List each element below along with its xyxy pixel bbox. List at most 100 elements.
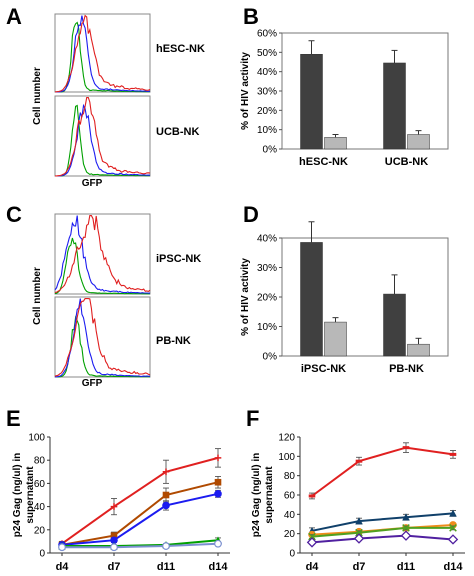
y-axis-label: Cell number (32, 267, 43, 325)
data-point (449, 509, 457, 517)
y-tick-label: 0 (39, 549, 45, 560)
category-label: iPSC-NK (301, 363, 346, 375)
series-line (61, 481, 219, 546)
y-tick-label: 10% (257, 125, 277, 136)
panel-letter-f: F (246, 406, 259, 431)
histogram-curve (55, 103, 151, 177)
bar (300, 54, 323, 150)
histogram-curve (54, 215, 151, 294)
bar-chart-d: 0% 10% 20% 30% 40% iPSC-NK PB-NK (257, 221, 449, 375)
data-point (58, 543, 66, 552)
sample-label: hESC-NK (156, 43, 205, 55)
data-point (110, 532, 118, 539)
data-point (214, 539, 222, 548)
y-tick-label: 0 (289, 549, 295, 560)
sample-label: PB-NK (156, 335, 191, 347)
histogram-curve (54, 14, 151, 93)
histogram-c-1 (54, 213, 151, 295)
histogram-curve (54, 298, 151, 377)
y-axis-label-line1: p24 Gag (ng/ul) in (251, 453, 262, 537)
data-point (162, 542, 170, 550)
data-point (214, 454, 222, 462)
panel-letter-e: E (6, 406, 21, 431)
y-tick-label: 80 (34, 456, 46, 467)
data-point (308, 532, 316, 541)
x-tick-label: d7 (108, 561, 121, 573)
line-chart-f: 0 20 40 60 80 100 120 d4 d7 d11 d14 (278, 433, 465, 573)
panel-letter-a: A (6, 4, 22, 29)
series (308, 509, 457, 535)
y-axis-label-line2: supernatant (264, 466, 275, 524)
x-tick-label: d11 (157, 561, 175, 573)
data-point (214, 490, 222, 498)
x-tick-label: d4 (306, 561, 320, 573)
y-tick-label: 80 (284, 471, 296, 482)
data-point (110, 543, 118, 552)
y-tick-label: 40% (257, 67, 277, 78)
y-tick-label: 10% (257, 322, 277, 333)
category-label: hESC-NK (299, 156, 348, 168)
panel-letter-d: D (243, 202, 259, 227)
panel-letter-b: B (243, 4, 259, 29)
sample-label: iPSC-NK (156, 253, 201, 265)
x-tick-label: d14 (209, 561, 229, 573)
data-point (162, 501, 170, 510)
y-tick-label: 40 (284, 510, 296, 521)
data-point (400, 530, 412, 541)
histogram-a-1 (54, 13, 151, 93)
y-axis-label: % of HIV activity (240, 52, 251, 130)
data-point (355, 459, 363, 463)
y-tick-label: 100 (278, 452, 295, 463)
y-tick-label: 30% (257, 87, 277, 98)
y-tick-label: 40% (257, 234, 277, 245)
histogram-curve (55, 21, 150, 93)
histogram-c-2 (54, 296, 151, 378)
line-chart-e: 0 20 40 60 80 100 d4 d7 d11 d14 (28, 433, 230, 573)
data-point (402, 524, 410, 532)
bar (324, 137, 347, 150)
histogram-frame (54, 95, 151, 177)
series (58, 539, 222, 552)
y-tick-label: 0% (263, 145, 278, 156)
y-tick-label: 100 (28, 433, 45, 444)
data-point (214, 478, 222, 486)
y-axis-label: % of HIV activity (240, 258, 251, 336)
series (58, 475, 222, 549)
bar (407, 134, 430, 150)
histogram-a-2 (54, 95, 151, 177)
bar (383, 62, 406, 150)
series-line (62, 539, 219, 547)
x-tick-label: d14 (444, 561, 464, 573)
y-axis-label-line1: p24 Gag (ng/ul) in (12, 453, 23, 537)
data-point (355, 517, 363, 525)
bar (300, 242, 323, 357)
bar (407, 343, 430, 357)
y-axis-label: Cell number (32, 67, 43, 125)
category-label: UCB-NK (385, 156, 428, 168)
histogram-frame (54, 296, 151, 378)
series-line (311, 534, 454, 544)
sample-label: UCB-NK (156, 126, 199, 138)
bar (324, 321, 347, 357)
data-point (308, 494, 316, 498)
series-line (311, 512, 454, 532)
data-point (355, 528, 363, 537)
panel-letter-c: C (6, 202, 22, 227)
series-line (311, 526, 453, 538)
y-tick-label: 0% (263, 352, 278, 363)
y-tick-label: 60% (257, 29, 277, 40)
histogram-curve (54, 215, 151, 294)
y-tick-label: 20 (34, 525, 46, 536)
histogram-curve (55, 97, 151, 177)
series-line (311, 446, 454, 497)
y-tick-label: 60 (34, 479, 46, 490)
series (308, 442, 457, 500)
y-tick-label: 50% (257, 48, 277, 59)
data-point (402, 513, 410, 521)
data-point (402, 446, 410, 450)
histogram-curve (54, 237, 150, 295)
data-point (449, 524, 457, 532)
data-point (449, 452, 457, 456)
x-tick-label: d4 (56, 561, 70, 573)
